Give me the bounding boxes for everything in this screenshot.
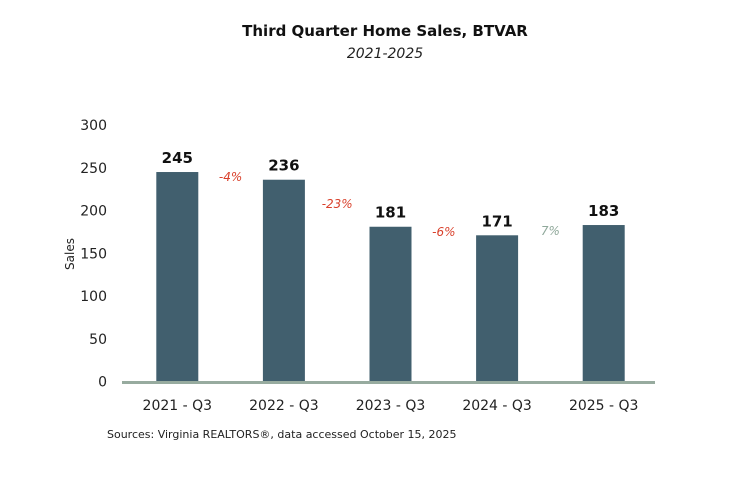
change-label: -6% [432,225,455,239]
bar [369,226,412,382]
change-label: 7% [541,224,560,238]
source-note: Sources: Virginia REALTORS®, data access… [107,428,457,441]
value-label: 236 [268,157,299,175]
bar [156,172,199,382]
y-tick-label: 0 [98,375,107,391]
x-tick-label: 2023 - Q3 [356,398,426,414]
x-tick-label: 2021 - Q3 [143,398,213,414]
y-tick-label: 250 [80,161,107,177]
chart-title: Third Quarter Home Sales, BTVAR [242,22,528,40]
y-tick-label: 100 [80,289,107,305]
bar [262,179,305,382]
bar [582,225,625,382]
y-axis-label: Sales [63,238,77,270]
y-tick-label: 150 [80,246,107,262]
chart-subtitle: 2021-2025 [347,46,423,62]
y-tick-label: 300 [80,118,107,134]
x-tick-label: 2025 - Q3 [569,398,639,414]
bar [476,235,519,382]
x-tick-label: 2022 - Q3 [249,398,319,414]
change-label: -23% [322,197,353,211]
x-tick-label: 2024 - Q3 [462,398,532,414]
value-label: 245 [162,149,193,167]
value-label: 183 [588,202,619,220]
value-label: 171 [481,212,512,230]
y-tick-label: 200 [80,204,107,220]
value-label: 181 [375,204,406,222]
change-label: -4% [219,170,242,184]
y-tick-label: 50 [89,332,107,348]
